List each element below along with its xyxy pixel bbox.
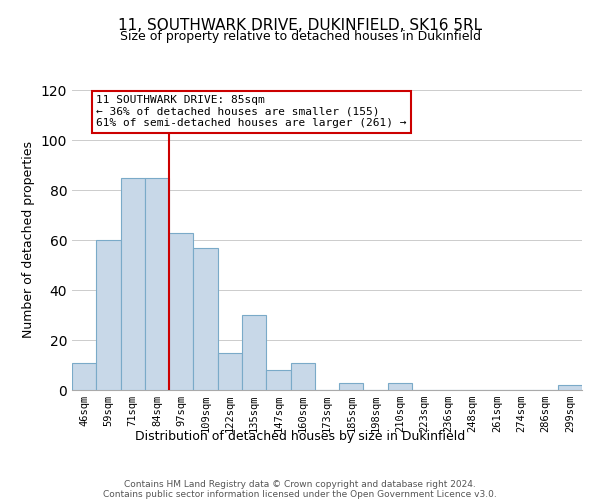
- Bar: [242, 315, 266, 390]
- Bar: [145, 178, 169, 390]
- Bar: [558, 385, 582, 390]
- Bar: [169, 232, 193, 390]
- Text: Contains HM Land Registry data © Crown copyright and database right 2024.
Contai: Contains HM Land Registry data © Crown c…: [103, 480, 497, 500]
- Text: 11 SOUTHWARK DRIVE: 85sqm
← 36% of detached houses are smaller (155)
61% of semi: 11 SOUTHWARK DRIVE: 85sqm ← 36% of detac…: [96, 95, 407, 128]
- Text: 11, SOUTHWARK DRIVE, DUKINFIELD, SK16 5RL: 11, SOUTHWARK DRIVE, DUKINFIELD, SK16 5R…: [118, 18, 482, 32]
- Bar: [388, 382, 412, 390]
- Bar: [218, 352, 242, 390]
- Bar: [121, 178, 145, 390]
- Text: Size of property relative to detached houses in Dukinfield: Size of property relative to detached ho…: [119, 30, 481, 43]
- Bar: [339, 382, 364, 390]
- Text: Distribution of detached houses by size in Dukinfield: Distribution of detached houses by size …: [135, 430, 465, 443]
- Bar: [290, 362, 315, 390]
- Bar: [72, 362, 96, 390]
- Bar: [266, 370, 290, 390]
- Y-axis label: Number of detached properties: Number of detached properties: [22, 142, 35, 338]
- Bar: [96, 240, 121, 390]
- Bar: [193, 248, 218, 390]
